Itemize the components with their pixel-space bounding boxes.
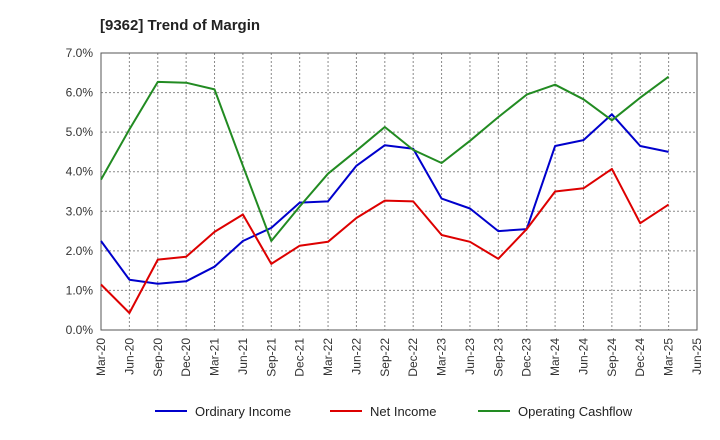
x-tick-label: Jun-20 — [122, 338, 136, 375]
legend-label: Operating Cashflow — [518, 404, 633, 419]
series-line-ordinary-income — [100, 113, 669, 285]
x-tick-label: Sep-24 — [605, 338, 619, 377]
x-tick-label: Mar-22 — [321, 338, 335, 376]
x-tick-label: Sep-22 — [378, 338, 392, 377]
series-layer — [100, 75, 670, 314]
x-tick-label: Sep-23 — [491, 338, 505, 377]
y-tick-label: 0.0% — [66, 323, 94, 337]
x-tick-label: Jun-24 — [576, 338, 590, 375]
x-tick-label: Dec-24 — [633, 338, 647, 377]
legend-label: Net Income — [370, 404, 436, 419]
y-tick-label: 6.0% — [66, 86, 94, 100]
plot-border — [100, 52, 698, 331]
x-tick-label: Jun-25 — [690, 338, 704, 375]
grid-layer — [101, 53, 697, 330]
legend: Ordinary Income Net Income Operating Cashf… — [155, 404, 633, 419]
x-tick-label: Dec-20 — [179, 338, 193, 377]
y-tick-label: 2.0% — [66, 244, 94, 258]
x-tick-label: Mar-24 — [548, 338, 562, 376]
x-tick-label: Dec-23 — [520, 338, 534, 377]
series-line-net-income — [100, 167, 670, 314]
x-tick-label: Mar-21 — [208, 338, 222, 376]
y-tick-label: 5.0% — [66, 125, 94, 139]
axis-layer: 0.0% 1.0% 2.0% 3.0% 4.0% 5.0% 6.0% 7.0% Mar-20 Ju… — [66, 46, 704, 377]
y-tick-label: 3.0% — [66, 204, 94, 218]
chart-title: [9362] Trend of Margin — [100, 17, 260, 34]
x-tick-label: Mar-20 — [94, 338, 108, 376]
x-tick-label: Jun-21 — [236, 338, 250, 375]
y-tick-label: 7.0% — [66, 46, 94, 60]
x-tick-label: Mar-25 — [662, 338, 676, 376]
x-tick-label: Mar-23 — [435, 338, 449, 376]
plot-area — [101, 53, 697, 330]
y-tick-label: 4.0% — [66, 165, 94, 179]
x-tick-label: Sep-20 — [151, 338, 165, 377]
x-tick-label: Dec-21 — [293, 338, 307, 377]
x-tick-label: Dec-22 — [406, 338, 420, 377]
y-tick-label: 1.0% — [66, 283, 94, 297]
x-tick-label: Jun-22 — [349, 338, 363, 375]
x-tick-label: Jun-23 — [463, 338, 477, 375]
legend-label: Ordinary Income — [195, 404, 291, 419]
x-tick-label: Sep-21 — [264, 338, 278, 377]
series-line-operating-cashflow — [100, 75, 670, 242]
